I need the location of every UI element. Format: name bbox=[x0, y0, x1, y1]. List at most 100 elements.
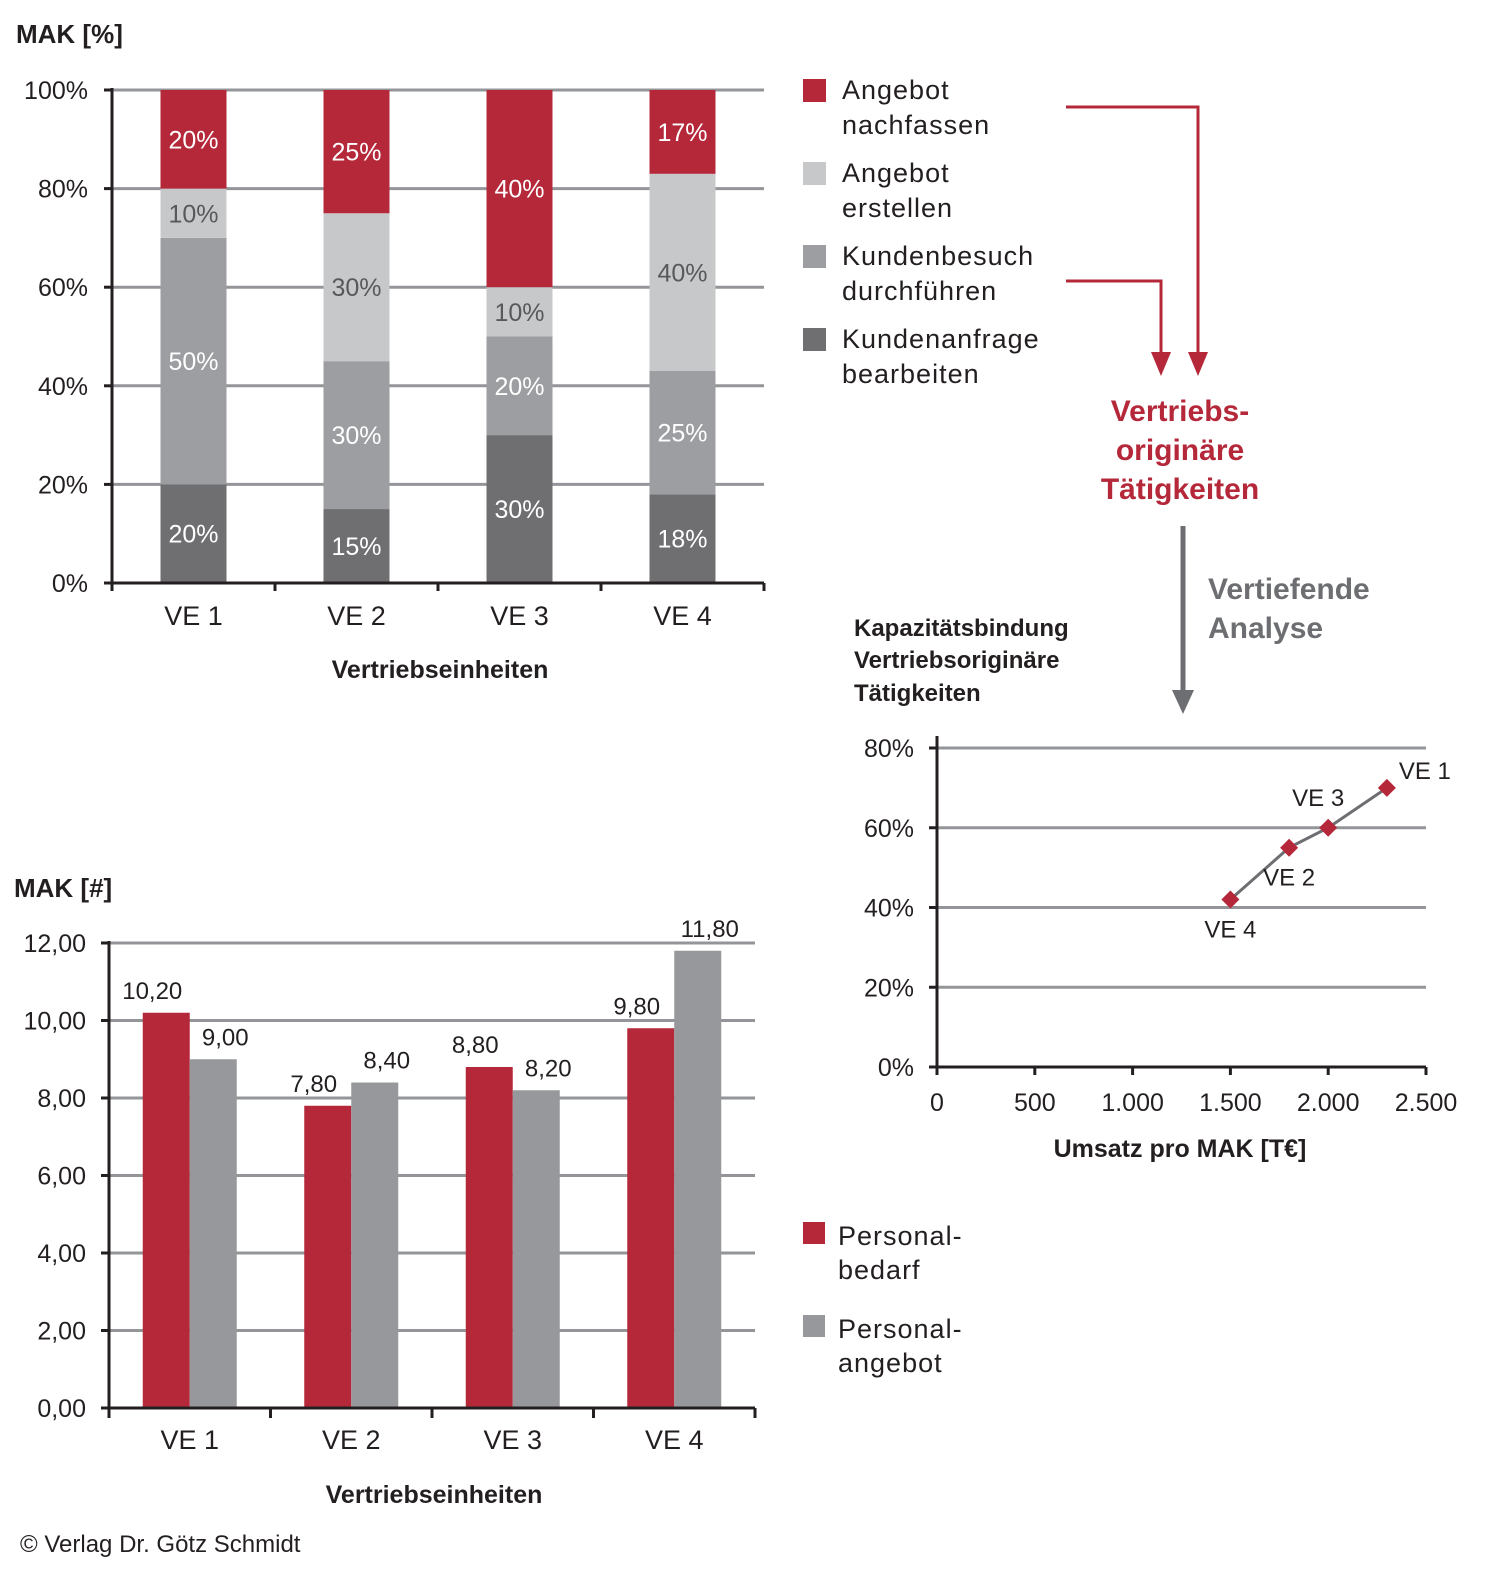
stacked-data-label: 18% bbox=[657, 526, 707, 554]
grouped-legend: Personal-bedarf Personal-angebot bbox=[803, 1221, 963, 1378]
grouped-data-label: 10,20 bbox=[122, 978, 182, 1005]
grouped-data-label: 9,80 bbox=[613, 993, 660, 1020]
stacked-bar-segment bbox=[323, 90, 390, 214]
legend-swatch bbox=[803, 162, 826, 185]
stacked-bar-segment bbox=[649, 494, 716, 583]
stacked-y-tick-label: 100% bbox=[24, 77, 88, 105]
scatter-y-tick-label: 0% bbox=[878, 1054, 914, 1082]
legend-swatch bbox=[803, 79, 826, 102]
capacity-line-chart: Kapazitätsbindung Vertriebsoriginäre Tät… bbox=[854, 615, 1457, 1163]
grouped-bar bbox=[351, 1082, 399, 1408]
copyright-notice: © Verlag Dr. Götz Schmidt bbox=[20, 1531, 301, 1558]
legend-label-line-2: erstellen bbox=[842, 193, 953, 223]
grouped-bars: 10,20 9,00 7,80 8,40 8,80 8,20 9,80 11,80 bbox=[122, 916, 739, 1408]
stacked-data-label: 30% bbox=[331, 422, 381, 450]
grouped-bar bbox=[512, 1090, 560, 1408]
grouped-bar bbox=[465, 1067, 513, 1408]
stacked-data-label: 10% bbox=[494, 299, 544, 327]
grouped-bar-chart: MAK [#] 10,20 9,00 7,80 8,40 8,80 8,20 9,80 11,… bbox=[14, 873, 757, 1509]
arrow-head-nachfassen bbox=[1188, 352, 1208, 376]
analysis-label-line-2: Analyse bbox=[1208, 612, 1323, 645]
stacked-bar-segment bbox=[323, 361, 390, 510]
legend-label-line-2: angebot bbox=[838, 1348, 943, 1378]
scatter-y-tick-label: 20% bbox=[864, 974, 914, 1002]
analysis-label-line-1: Vertiefende bbox=[1208, 573, 1370, 606]
vertriebs-label-line-3: Tätigkeiten bbox=[1101, 473, 1259, 506]
legend-swatch bbox=[803, 245, 826, 268]
grouped-data-label: 8,80 bbox=[452, 1032, 499, 1059]
grouped-data-label: 8,20 bbox=[525, 1055, 572, 1082]
scatter-point-marker bbox=[1280, 838, 1299, 857]
scatter-axes: 0% 20% 40% 60% 80% 0 500 1.000 1.500 2.000 2.500 bbox=[864, 735, 1457, 1117]
scatter-title-line-3: Tätigkeiten bbox=[854, 680, 981, 707]
stacked-y-tick-label: 20% bbox=[38, 471, 88, 499]
stacked-chart-title: MAK [%] bbox=[16, 19, 123, 49]
stacked-bar-segment bbox=[486, 90, 553, 288]
grouped-y-tick-label: 2,00 bbox=[37, 1318, 86, 1346]
vertriebs-label-line-1: Vertriebs- bbox=[1111, 395, 1249, 428]
scatter-point-marker bbox=[1377, 778, 1396, 797]
stacked-y-tick-label: 60% bbox=[38, 274, 88, 302]
scatter-x-tick-label: 2.500 bbox=[1395, 1089, 1458, 1117]
scatter-line bbox=[1229, 786, 1388, 901]
stacked-bar-segment bbox=[323, 509, 390, 583]
stacked-data-label: 10% bbox=[168, 200, 218, 228]
stacked-x-tick-label: VE 1 bbox=[164, 601, 223, 631]
scatter-y-tick-label: 60% bbox=[864, 815, 914, 843]
stacked-data-label: 50% bbox=[168, 348, 218, 376]
stacked-axes: 0% 20% 40% 60% 80% 100% VE 1 VE 2 VE 3 VE 4 bbox=[24, 77, 766, 631]
grouped-y-tick-label: 6,00 bbox=[37, 1163, 86, 1191]
stacked-data-label: 30% bbox=[331, 274, 381, 302]
grouped-x-tick-label: VE 4 bbox=[645, 1425, 704, 1455]
grouped-x-axis-label: Vertriebseinheiten bbox=[326, 1481, 543, 1509]
stacked-data-label: 30% bbox=[494, 496, 544, 524]
legend-swatch bbox=[803, 1315, 825, 1337]
scatter-point-label: VE 1 bbox=[1399, 758, 1451, 785]
stacked-bar-chart: MAK [%] 20% 50% 10% 20% 15% 30% 30% 25% 30% 20% 10… bbox=[16, 19, 766, 684]
grouped-y-tick-label: 10,00 bbox=[23, 1008, 86, 1036]
stacked-bar-segment bbox=[160, 237, 227, 485]
legend-label-line-1: Personal- bbox=[838, 1221, 963, 1251]
legend-label-line-2: bedarf bbox=[838, 1255, 921, 1285]
grouped-bar bbox=[674, 950, 722, 1408]
scatter-point-label: VE 2 bbox=[1263, 865, 1315, 892]
grouped-x-tick-label: VE 3 bbox=[483, 1425, 542, 1455]
grouped-x-tick-label: VE 2 bbox=[322, 1425, 381, 1455]
grouped-y-tick-label: 0,00 bbox=[37, 1395, 86, 1423]
stacked-data-label: 15% bbox=[331, 533, 381, 561]
legend-label-line-1: Angebot bbox=[842, 75, 950, 105]
scatter-y-tick-label: 40% bbox=[864, 895, 914, 923]
scatter-point-label: VE 4 bbox=[1204, 917, 1256, 944]
stacked-bar-segment bbox=[649, 371, 716, 495]
stacked-data-label: 40% bbox=[494, 176, 544, 204]
arrow-down-icon bbox=[1172, 690, 1194, 714]
stacked-x-tick-label: VE 3 bbox=[490, 601, 549, 631]
stacked-bar-segment bbox=[160, 90, 227, 189]
legend-swatch bbox=[803, 1222, 825, 1244]
legend-label-line-1: Kundenanfrage bbox=[842, 324, 1040, 354]
analysis-arrow: Vertiefende Analyse bbox=[1172, 526, 1370, 714]
stacked-data-label: 17% bbox=[657, 119, 707, 147]
stacked-y-tick-label: 0% bbox=[52, 570, 88, 598]
stacked-legend: Angebot nachfassen Angebot erstellen Kundenb… bbox=[803, 75, 1040, 389]
grouped-data-label: 9,00 bbox=[202, 1024, 249, 1051]
arrow-head-kundenbesuch bbox=[1151, 352, 1171, 376]
legend-label-line-2: nachfassen bbox=[842, 110, 990, 140]
scatter-title-line-2: Vertriebsoriginäre bbox=[854, 647, 1059, 674]
legend-label-line-2: bearbeiten bbox=[842, 359, 980, 389]
stacked-data-label: 20% bbox=[168, 521, 218, 549]
grouped-bar bbox=[189, 1059, 237, 1408]
red-bracket-arrows bbox=[1066, 105, 1208, 376]
grouped-data-label: 11,80 bbox=[681, 916, 739, 943]
stacked-bar-segment bbox=[486, 336, 553, 436]
grouped-data-label: 7,80 bbox=[290, 1071, 337, 1098]
scatter-x-axis-label: Umsatz pro MAK [T€] bbox=[1054, 1135, 1307, 1163]
legend-swatch bbox=[803, 328, 826, 351]
stacked-bar-segment bbox=[649, 173, 716, 372]
stacked-bar-segment bbox=[323, 213, 390, 362]
stacked-x-tick-label: VE 4 bbox=[653, 601, 712, 631]
stacked-data-label: 40% bbox=[657, 259, 707, 287]
stacked-bar-segment bbox=[649, 90, 716, 174]
scatter-point-marker bbox=[1221, 890, 1240, 909]
